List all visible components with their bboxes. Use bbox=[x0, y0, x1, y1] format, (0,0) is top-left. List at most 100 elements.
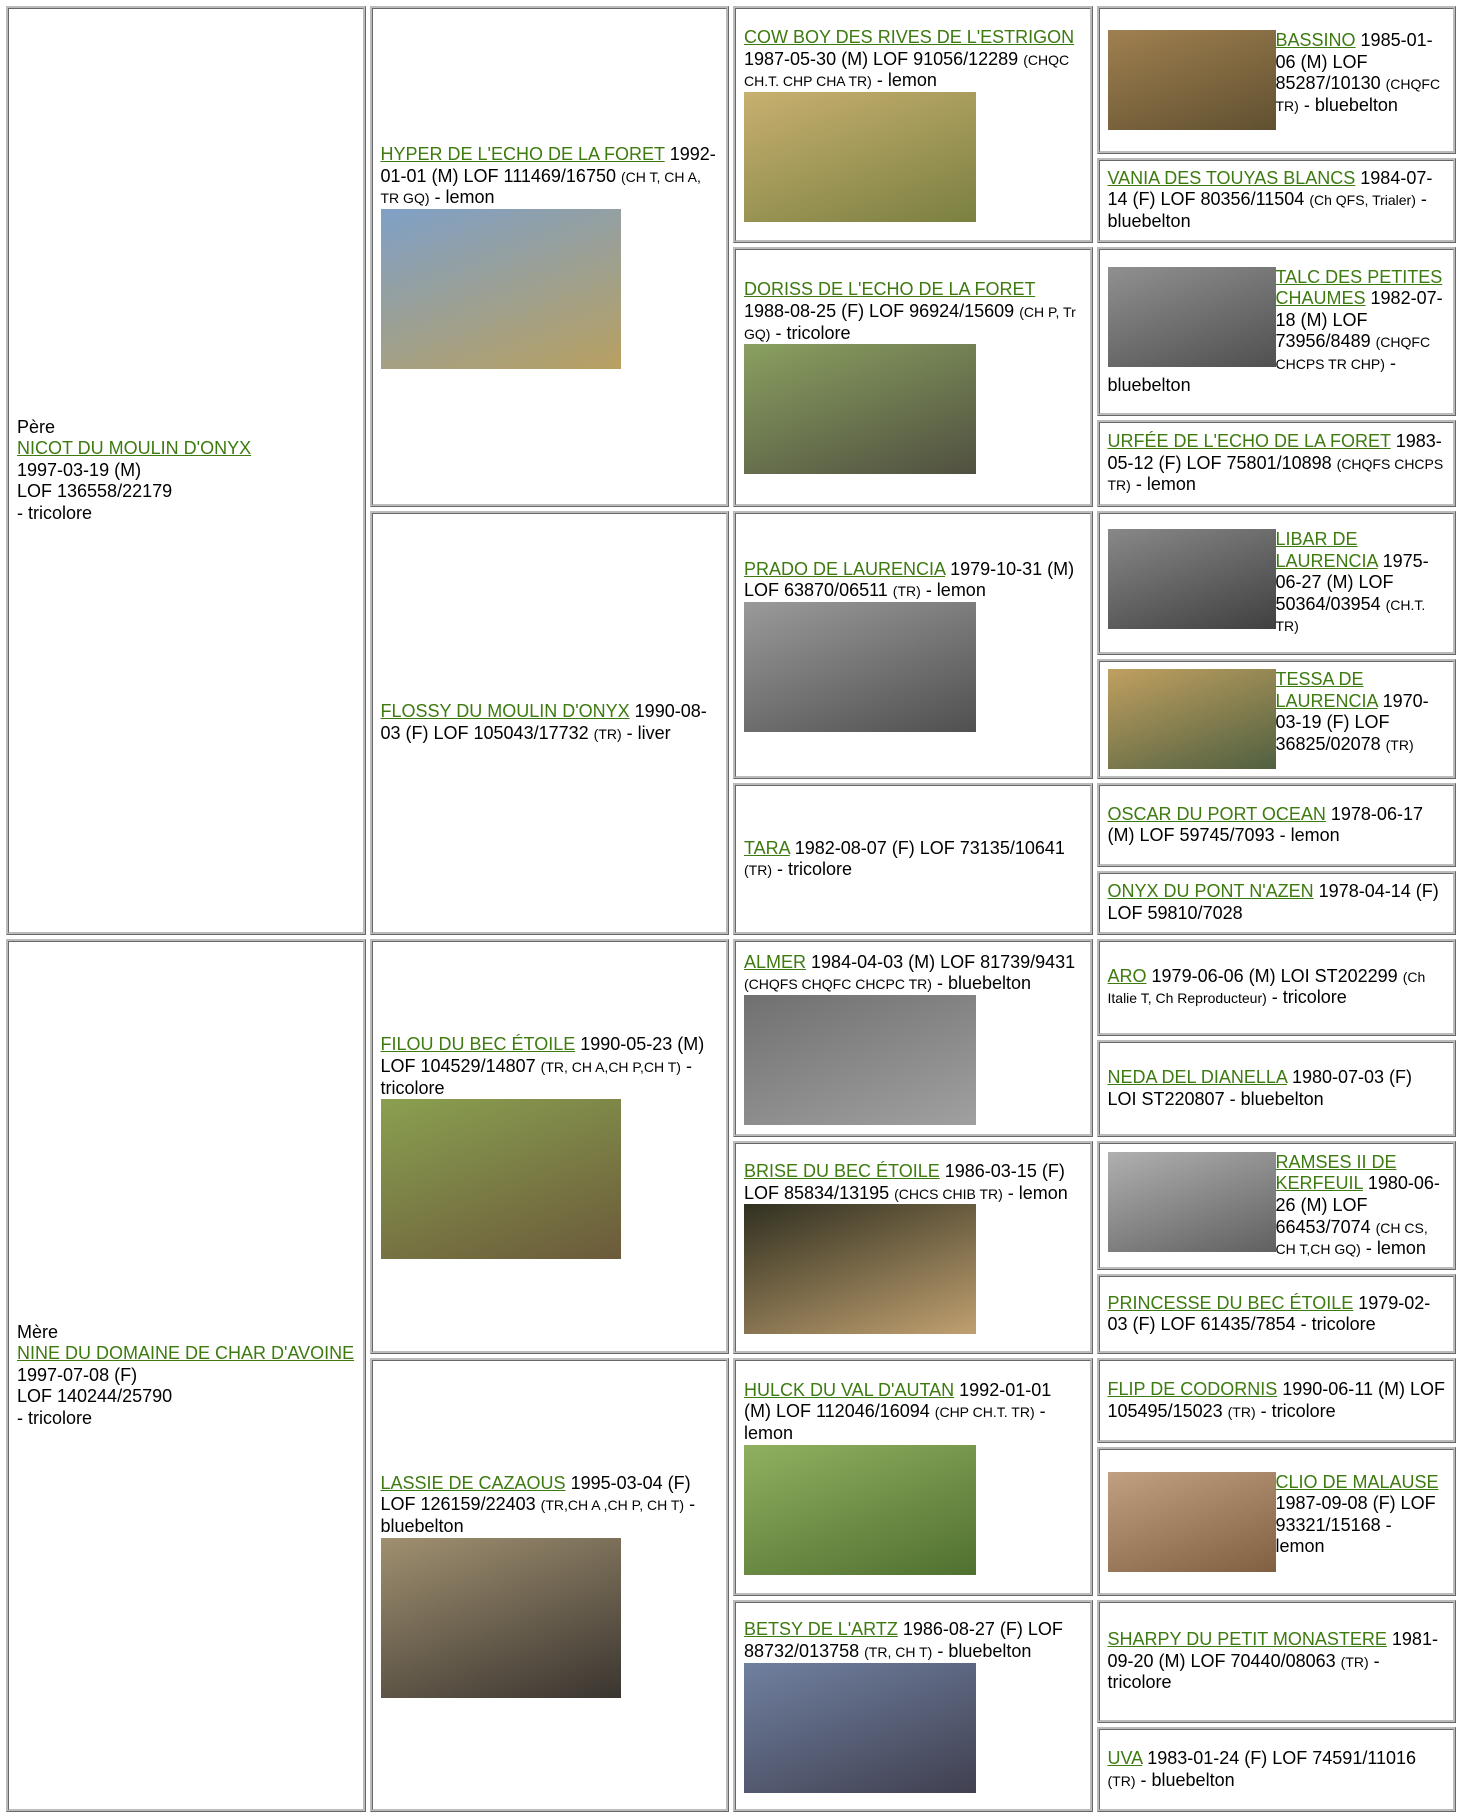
dog-titles: (CHQFC TR) bbox=[1275, 76, 1441, 114]
dog-titles: (Ch Italie T, Ch Reproducteur) bbox=[1107, 968, 1426, 1007]
dog-coat: - tricolore bbox=[380, 1055, 692, 1098]
ancestor-entry: SHARPY DU PETIT MONASTERE 1981-09-20 (M)… bbox=[1108, 1629, 1446, 1694]
dog-name-link[interactable]: BETSY DE L'ARTZ bbox=[744, 1619, 898, 1640]
dog-name-link[interactable]: BRISE DU BEC ÉTOILE bbox=[744, 1161, 940, 1182]
dog-info: 1992-01-01 (M) LOF 112046/16094 bbox=[744, 1379, 1052, 1422]
dog-info: 1995-03-04 (F) LOF 126159/22403 bbox=[380, 1472, 691, 1515]
ancestor-cell: FLIP DE CODORNIS 1990-06-11 (M) LOF 1054… bbox=[1096, 1358, 1456, 1444]
ancestor-text: PRINCESSE DU BEC ÉTOILE 1979-02-03 (F) L… bbox=[1108, 1293, 1446, 1336]
ancestor-entry: PRADO DE LAURENCIA 1979-10-31 (M) LOF 63… bbox=[744, 559, 1082, 732]
dog-name-link[interactable]: FILOU DU BEC ÉTOILE bbox=[380, 1034, 576, 1055]
ancestor-text: VANIA DES TOUYAS BLANCS 1984-07-14 (F) L… bbox=[1108, 168, 1446, 233]
ancestor-text: TESSA DE LAURENCIA 1970-03-19 (F) LOF 36… bbox=[1108, 669, 1446, 755]
ancestor-cell: LIBAR DE LAURENCIA 1975-06-27 (M) LOF 50… bbox=[1096, 510, 1456, 655]
dog-photo bbox=[1107, 1471, 1276, 1572]
ancestor-entry: BRISE DU BEC ÉTOILE 1986-03-15 (F) LOF 8… bbox=[744, 1161, 1082, 1335]
dog-name-link[interactable]: TARA bbox=[744, 837, 790, 858]
dog-name-link[interactable]: COW BOY DES RIVES DE L'ESTRIGON bbox=[744, 26, 1075, 47]
ancestor-entry: BASSINO 1985-01-06 (M) LOF 85287/10130 (… bbox=[1107, 29, 1446, 130]
dog-name-link[interactable]: LIBAR DE LAURENCIA bbox=[1275, 528, 1378, 571]
ancestor-text: FLIP DE CODORNIS 1990-06-11 (M) LOF 1054… bbox=[1108, 1379, 1446, 1422]
dog-name-link[interactable]: TESSA DE LAURENCIA bbox=[1275, 669, 1378, 711]
dog-name-link[interactable]: RAMSES II DE KERFEUIL bbox=[1275, 1151, 1397, 1194]
ancestor-text: FILOU DU BEC ÉTOILE 1990-05-23 (M) LOF 1… bbox=[381, 1034, 719, 1099]
dog-name-link[interactable]: PRINCESSE DU BEC ÉTOILE bbox=[1107, 1292, 1354, 1313]
dog-info: 1980-07-03 (F) LOI ST220807 bbox=[1107, 1066, 1413, 1109]
ancestor-text: COW BOY DES RIVES DE L'ESTRIGON 1987-05-… bbox=[744, 27, 1082, 92]
ancestor-text: NEDA DEL DIANELLA 1980-07-03 (F) LOI ST2… bbox=[1108, 1067, 1446, 1110]
dog-name-link[interactable]: CLIO DE MALAUSE bbox=[1275, 1471, 1439, 1492]
dog-name-link[interactable]: FLOSSY DU MOULIN D'ONYX bbox=[380, 701, 630, 722]
ancestor-text: PRADO DE LAURENCIA 1979-10-31 (M) LOF 63… bbox=[744, 559, 1082, 602]
dog-photo bbox=[380, 208, 621, 369]
dog-titles: (CH.T. TR) bbox=[1275, 596, 1426, 635]
dog-name-link[interactable]: DORISS DE L'ECHO DE LA FORET bbox=[744, 279, 1036, 300]
dog-info: 1981-09-20 (M) LOF 70440/08063 bbox=[1107, 1629, 1438, 1671]
dog-info: 1987-05-30 (M) LOF 91056/12289 bbox=[744, 48, 1019, 69]
ancestor-entry: CLIO DE MALAUSE 1987-09-08 (F) LOF 93321… bbox=[1107, 1471, 1446, 1572]
ancestor-cell: FLOSSY DU MOULIN D'ONYX 1990-08-03 (F) L… bbox=[369, 510, 729, 936]
dog-titles: (TR) bbox=[1227, 1403, 1256, 1420]
dog-name-link[interactable]: HULCK DU VAL D'AUTAN bbox=[744, 1379, 955, 1400]
dog-info: 1992-01-01 (M) LOF 111469/16750 bbox=[380, 144, 716, 186]
dog-photo bbox=[744, 601, 976, 732]
ancestor-entry: FLIP DE CODORNIS 1990-06-11 (M) LOF 1054… bbox=[1108, 1379, 1446, 1422]
dog-coat: - lemon bbox=[1279, 825, 1340, 846]
ancestor-cell: URFÉE DE L'ECHO DE LA FORET 1983-05-12 (… bbox=[1096, 420, 1456, 507]
dog-photo bbox=[1107, 1151, 1276, 1252]
ancestor-cell: FILOU DU BEC ÉTOILE 1990-05-23 (M) LOF 1… bbox=[369, 939, 729, 1355]
dog-info: 1983-01-24 (F) LOF 74591/11016 bbox=[1147, 1748, 1417, 1768]
dog-name-link[interactable]: URFÉE DE L'ECHO DE LA FORET bbox=[1107, 431, 1391, 452]
ancestor-entry: NEDA DEL DIANELLA 1980-07-03 (F) LOI ST2… bbox=[1108, 1067, 1446, 1110]
parent-role: Mère bbox=[17, 1321, 59, 1342]
dog-titles: (TR) bbox=[1107, 1772, 1136, 1789]
dog-name-link[interactable]: PRADO DE LAURENCIA bbox=[744, 558, 946, 579]
dog-name-link[interactable]: OSCAR DU PORT OCEAN bbox=[1107, 803, 1326, 824]
dog-photo bbox=[1107, 29, 1276, 130]
dog-name-link[interactable]: NICOT DU MOULIN D'ONYX bbox=[17, 438, 252, 459]
ancestor-text: RAMSES II DE KERFEUIL 1980-06-26 (M) LOF… bbox=[1108, 1152, 1446, 1260]
dog-name-link[interactable]: BASSINO bbox=[1275, 29, 1356, 50]
ancestor-cell: BASSINO 1985-01-06 (M) LOF 85287/10130 (… bbox=[1096, 6, 1456, 154]
dog-name-link[interactable]: ONYX DU PONT N'AZEN bbox=[1107, 881, 1314, 902]
ancestor-text: HULCK DU VAL D'AUTAN 1992-01-01 (M) LOF … bbox=[744, 1380, 1082, 1445]
dog-name-link[interactable]: SHARPY DU PETIT MONASTERE bbox=[1107, 1629, 1387, 1650]
dog-name-link[interactable]: FLIP DE CODORNIS bbox=[1107, 1379, 1278, 1400]
dog-titles: (CH CS, CH T,CH GQ) bbox=[1275, 1219, 1428, 1258]
parent-cell: Mère NINE DU DOMAINE DE CHAR D'AVOINE 1997… bbox=[6, 939, 366, 1812]
ancestor-text: LASSIE DE CAZAOUS 1995-03-04 (F) LOF 126… bbox=[381, 1473, 719, 1538]
dog-name-link[interactable]: LASSIE DE CAZAOUS bbox=[380, 1472, 566, 1493]
dog-info: 1979-10-31 (M) LOF 63870/06511 bbox=[744, 558, 1075, 601]
dog-titles: (CHQFS CHQFC CHCPC TR) bbox=[744, 976, 932, 993]
dog-titles: (CH P, Tr GQ) bbox=[744, 304, 1076, 342]
dog-titles: (TR) bbox=[744, 862, 772, 879]
dog-titles: (CHCS CHIB TR) bbox=[894, 1185, 1003, 1202]
dog-name-link[interactable]: VANIA DES TOUYAS BLANCS bbox=[1107, 167, 1356, 188]
ancestor-text: ONYX DU PONT N'AZEN 1978-04-14 (F) LOF 5… bbox=[1108, 881, 1446, 924]
dog-photo bbox=[744, 344, 976, 475]
dog-name-link[interactable]: ALMER bbox=[744, 951, 807, 972]
ancestor-entry: LIBAR DE LAURENCIA 1975-06-27 (M) LOF 50… bbox=[1107, 528, 1446, 637]
dog-name-link[interactable]: NINE DU DOMAINE DE CHAR D'AVOINE bbox=[17, 1343, 355, 1364]
dog-titles: (CHQFC CHCPS TR CHP) bbox=[1275, 334, 1431, 373]
dog-name-link[interactable]: ARO bbox=[1107, 965, 1147, 986]
dog-titles: (TR,CH A ,CH P, CH T) bbox=[540, 1497, 685, 1514]
dog-coat: - tricolore bbox=[1271, 987, 1347, 1008]
dog-name-link[interactable]: HYPER DE L'ECHO DE LA FORET bbox=[380, 144, 665, 165]
dog-name-link[interactable]: UVA bbox=[1107, 1748, 1143, 1768]
ancestor-cell: SHARPY DU PETIT MONASTERE 1981-09-20 (M)… bbox=[1096, 1599, 1456, 1724]
dog-name-link[interactable]: NEDA DEL DIANELLA bbox=[1107, 1066, 1287, 1087]
dog-name-link[interactable]: TALC DES PETITES CHAUMES bbox=[1275, 266, 1443, 309]
ancestor-entry: FLOSSY DU MOULIN D'ONYX 1990-08-03 (F) L… bbox=[381, 701, 719, 744]
ancestor-cell: RAMSES II DE KERFEUIL 1980-06-26 (M) LOF… bbox=[1096, 1141, 1456, 1271]
ancestor-entry: OSCAR DU PORT OCEAN 1978-06-17 (M) LOF 5… bbox=[1108, 804, 1446, 847]
ancestor-entry: TALC DES PETITES CHAUMES 1982-07-18 (M) … bbox=[1107, 266, 1446, 397]
ancestor-cell: HULCK DU VAL D'AUTAN 1992-01-01 (M) LOF … bbox=[733, 1358, 1093, 1596]
ancestor-cell: LASSIE DE CAZAOUS 1995-03-04 (F) LOF 126… bbox=[369, 1358, 729, 1812]
dog-titles: (TR) bbox=[1385, 736, 1414, 753]
dog-photo bbox=[744, 91, 976, 222]
ancestor-cell: COW BOY DES RIVES DE L'ESTRIGON 1987-05-… bbox=[733, 6, 1093, 243]
